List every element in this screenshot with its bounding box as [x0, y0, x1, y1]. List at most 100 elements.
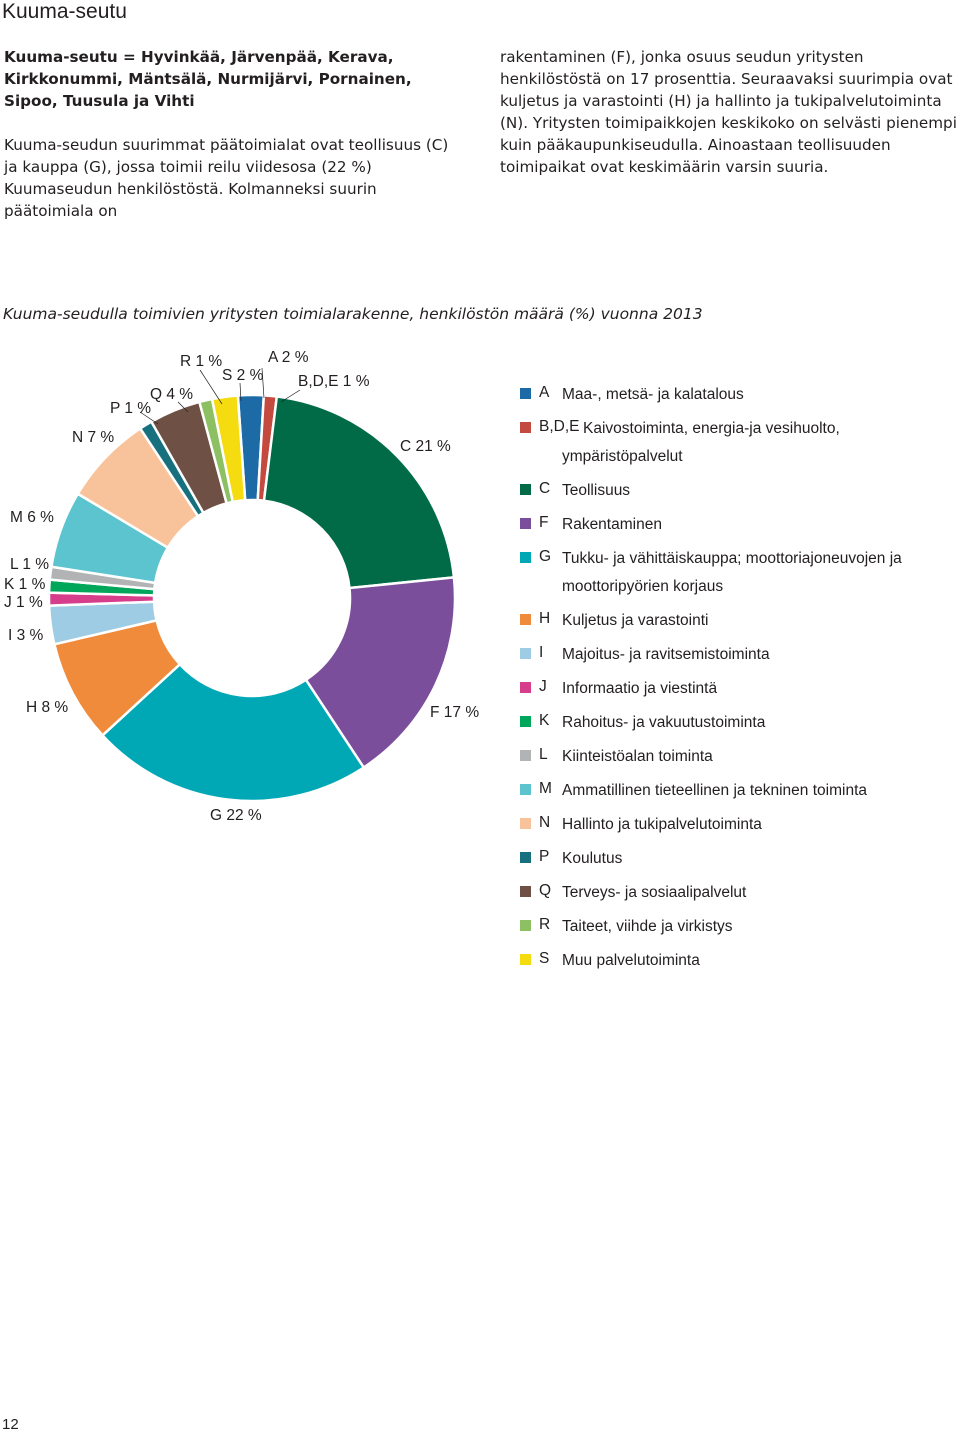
data-label-j: J 1 % [4, 594, 43, 611]
legend-swatch [520, 682, 531, 693]
legend-text: Hallinto ja tukipalvelutoiminta [562, 816, 762, 833]
legend-code: G [539, 548, 552, 565]
legend-swatch [520, 886, 531, 897]
data-label-s: S 2 % [222, 367, 264, 384]
data-label-a: A 2 % [268, 349, 309, 366]
legend-code: J [539, 678, 547, 695]
legend-swatch [520, 750, 531, 761]
legend-item: B,D,E Kaivostoiminta, energia-ja vesihuol… [520, 415, 960, 471]
legend-swatch [520, 648, 531, 659]
legend-item: R Taiteet, viihde ja virkistys [520, 913, 960, 941]
legend-code: S [539, 950, 550, 967]
section-title: Kuuma-seutu [2, 0, 127, 23]
legend-swatch [520, 920, 531, 931]
chart-title: Kuuma-seudulla toimivien yritysten toimi… [3, 305, 703, 323]
leader-line [280, 389, 301, 403]
legend-text: Koulutus [562, 850, 623, 867]
legend-swatch [520, 552, 531, 563]
data-label-p: P 1 % [110, 400, 151, 417]
legend-text: Kiinteistöalan toiminta [562, 748, 713, 765]
data-label-l: L 1 % [10, 556, 49, 573]
legend-code: H [539, 610, 551, 627]
legend-code: A [539, 384, 550, 401]
data-label-n: N 7 % [72, 429, 114, 446]
legend-text: Terveys- ja sosiaalipalvelut [562, 884, 747, 901]
legend-item: M Ammatillinen tieteellinen ja tekninen t… [520, 777, 960, 805]
data-label-q: Q 4 % [150, 386, 193, 403]
legend-swatch [520, 518, 531, 529]
legend-item: A Maa-, metsä- ja kalatalous [520, 381, 960, 409]
donut-chart: A 2 % B,D,E 1 % C 21 % F 17 % G 22 % H 8 % I 3… [4, 349, 479, 824]
legend-code: F [539, 514, 549, 531]
text-column-left: Kuuma-seutu = Hyvinkää, Järvenpää, Kerav… [4, 46, 466, 222]
legend-code: B,D,E [539, 418, 580, 435]
legend-text: Tukku- ja vähittäiskauppa; moottoriajone… [562, 550, 902, 595]
legend-text: Maa-, metsä- ja kalatalous [562, 386, 744, 403]
legend-code: I [539, 644, 544, 661]
legend-swatch [520, 852, 531, 863]
legend-code: P [539, 848, 550, 865]
legend-code: R [539, 916, 551, 933]
legend-code: M [539, 780, 552, 797]
legend-swatch [520, 422, 531, 433]
chart-legend: A Maa-, metsä- ja kalatalous B,D,E Kaivosto… [520, 381, 960, 981]
legend-swatch [520, 388, 531, 399]
body-paragraph-left: Kuuma-seudun suurimmat päätoimialat ovat… [4, 136, 449, 220]
slice-g [100, 662, 366, 803]
legend-text: Ammatillinen tieteellinen ja tekninen to… [562, 782, 867, 799]
data-label-h: H 8 % [26, 699, 68, 716]
legend-text: Taiteet, viihde ja virkistys [562, 918, 733, 935]
legend-code: L [539, 746, 548, 763]
legend-item: F Rakentaminen [520, 511, 960, 539]
leader-line [261, 367, 265, 399]
slice-c [262, 395, 456, 590]
data-label-g: G 22 % [210, 807, 262, 824]
legend-item: N Hallinto ja tukipalvelutoiminta [520, 811, 960, 839]
legend-item: K Rahoitus- ja vakuutustoiminta [520, 709, 960, 737]
body-paragraph-right: rakentaminen (F), jonka osuus seudun yri… [500, 48, 957, 176]
legend-item: S Muu palvelutoiminta [520, 947, 960, 975]
legend-text: Majoitus- ja ravitsemistoiminta [562, 646, 770, 663]
legend-swatch [520, 818, 531, 829]
legend-item: G Tukku- ja vähittäiskauppa; moottoriajon… [520, 545, 960, 601]
leader-line [177, 401, 189, 413]
leader-line [239, 382, 242, 402]
slice-s [210, 394, 247, 504]
legend-item: C Teollisuus [520, 477, 960, 505]
legend-code: C [539, 480, 551, 497]
region-definition: Kuuma-seutu = Hyvinkää, Järvenpää, Kerav… [4, 48, 412, 110]
data-label-f: F 17 % [430, 704, 479, 721]
data-label-k: K 1 % [4, 576, 46, 593]
legend-item: I Majoitus- ja ravitsemistoiminta [520, 641, 960, 669]
legend-item: H Kuljetus ja varastointi [520, 607, 960, 635]
legend-text: Kuljetus ja varastointi [562, 612, 709, 629]
legend-text: Informaatio ja viestintä [562, 680, 718, 697]
data-label-i: I 3 % [8, 627, 44, 644]
data-label-r: R 1 % [180, 353, 222, 370]
page-number: 12 [2, 1416, 19, 1433]
legend-text: Muu palvelutoiminta [562, 952, 700, 969]
legend-swatch [520, 784, 531, 795]
data-label-bde: B,D,E 1 % [298, 373, 370, 390]
legend-swatch [520, 484, 531, 495]
legend-text: Rakentaminen [562, 516, 662, 533]
legend-item: J Informaatio ja viestintä [520, 675, 960, 703]
text-column-right: rakentaminen (F), jonka osuus seudun yri… [500, 46, 958, 178]
legend-item: L Kiinteistöalan toiminta [520, 743, 960, 771]
legend-text: Rahoitus- ja vakuutustoiminta [562, 714, 766, 731]
legend-swatch [520, 954, 531, 965]
legend-swatch [520, 716, 531, 727]
legend-text: Kaivostoiminta, energia-ja vesihuolto, y… [562, 420, 840, 465]
slice-f [304, 575, 457, 770]
leader-line [139, 411, 159, 425]
legend-text: Teollisuus [562, 482, 631, 499]
legend-code: Q [539, 882, 552, 899]
legend-item: P Koulutus [520, 845, 960, 873]
legend-swatch [520, 614, 531, 625]
leader-line [199, 369, 223, 405]
data-label-c: C 21 % [400, 438, 451, 455]
legend-code: N [539, 814, 551, 831]
legend-code: K [539, 712, 550, 729]
legend-item: Q Terveys- ja sosiaalipalvelut [520, 879, 960, 907]
data-label-m: M 6 % [10, 509, 54, 526]
